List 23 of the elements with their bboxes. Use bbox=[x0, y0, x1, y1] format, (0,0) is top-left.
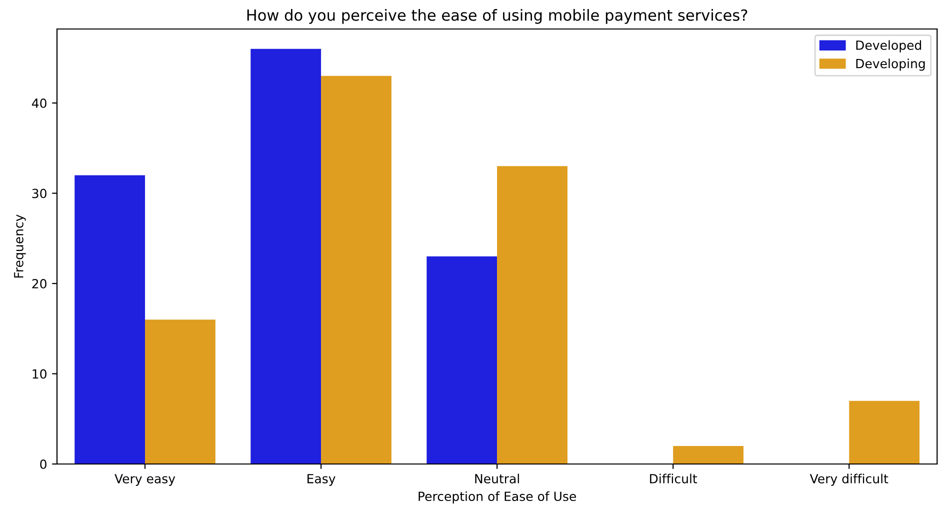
bar bbox=[321, 76, 392, 464]
bar bbox=[74, 175, 146, 464]
y-tick-label: 0 bbox=[40, 459, 46, 469]
x-tick-label: Very easy bbox=[114, 474, 176, 486]
x-tick-label: Difficult bbox=[650, 474, 698, 484]
bar bbox=[250, 48, 322, 464]
bar bbox=[849, 400, 920, 464]
x-tick-label: Neutral bbox=[475, 474, 519, 484]
legend-label: Developed bbox=[856, 40, 922, 52]
y-axis-title: Frequency bbox=[14, 214, 26, 278]
y-tick-label: 30 bbox=[32, 188, 46, 198]
legend-label: Developing bbox=[856, 58, 925, 71]
x-tick-label: Very difficult bbox=[810, 474, 888, 486]
chart-title: How do you perceive the ease of using mobile payment services? bbox=[247, 9, 748, 24]
x-axis-title: Perception of Ease of Use bbox=[418, 491, 576, 504]
bar bbox=[426, 256, 498, 464]
bar bbox=[145, 320, 216, 464]
bar bbox=[673, 446, 744, 464]
bar bbox=[497, 166, 568, 464]
x-tick-label: Easy bbox=[308, 474, 336, 486]
y-tick-label: 10 bbox=[32, 369, 46, 379]
y-tick-label: 20 bbox=[32, 278, 46, 288]
y-tick-label: 40 bbox=[32, 98, 46, 108]
